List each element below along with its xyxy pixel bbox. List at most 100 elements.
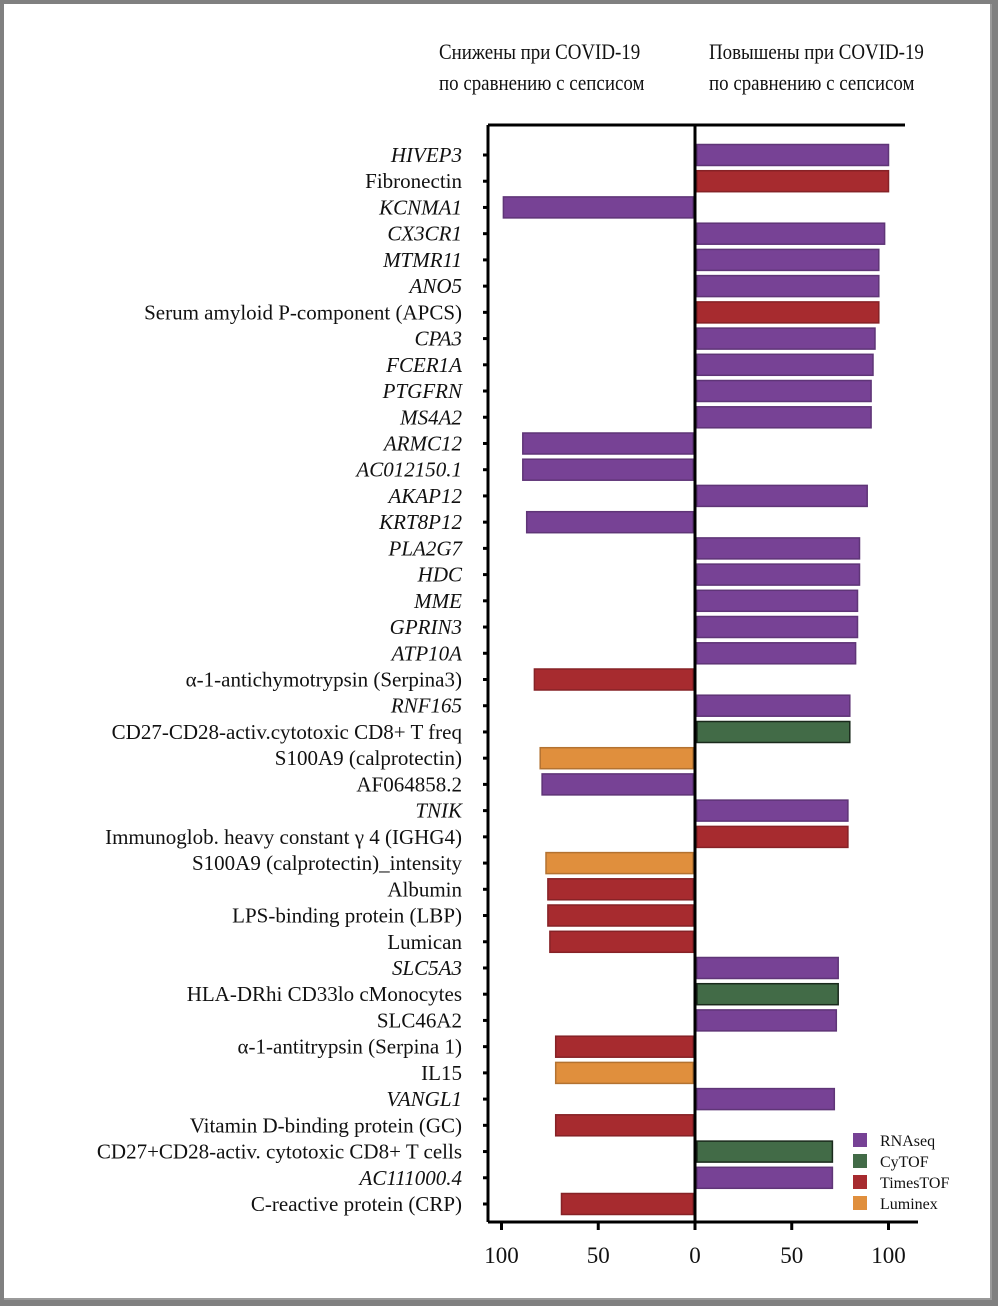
bar-timestof (554, 1035, 694, 1058)
bar-timestof (547, 878, 694, 901)
bar-luminex (554, 1061, 694, 1085)
bar-rnaseq (696, 143, 890, 167)
category-label: ATP10A (390, 641, 463, 665)
bars-group (502, 143, 890, 1216)
category-label: TNIK (415, 799, 463, 823)
bar-timestof (549, 930, 694, 954)
category-label: α-1-antitrypsin (Serpina 1) (238, 1035, 462, 1059)
bar-rnaseq (696, 484, 868, 508)
bar-timestof (696, 825, 849, 849)
category-labels-group: HIVEP3FibronectinKCNMA1CX3CR1MTMR11ANO5S… (97, 143, 464, 1216)
bar-timestof (554, 1114, 694, 1137)
header-decreased-line1: Снижены при COVID-19 (439, 39, 641, 64)
bar-timestof (560, 1192, 694, 1216)
header-increased-line1: Повышены при COVID-19 (709, 39, 924, 64)
bar-cytof (696, 1140, 834, 1163)
bar-rnaseq (696, 615, 859, 639)
category-label: MS4A2 (399, 405, 462, 429)
bar-luminex (539, 746, 694, 770)
legend-swatch-rnaseq (853, 1133, 867, 1147)
category-label: AC012150.1 (354, 458, 462, 482)
category-label: AKAP12 (387, 484, 463, 508)
bar-rnaseq (696, 563, 861, 586)
category-label: CPA3 (415, 327, 462, 351)
bar-timestof (533, 668, 694, 691)
category-label: Serum amyloid P-component (APCS) (144, 300, 462, 324)
category-label: MTMR11 (382, 248, 462, 272)
category-label: FCER1A (385, 353, 462, 377)
bar-rnaseq (696, 1166, 834, 1190)
bar-luminex (545, 851, 694, 875)
x-tick-label: 100 (871, 1243, 906, 1268)
legend-label-rnaseq: RNAseq (880, 1133, 935, 1150)
bar-cytof (696, 982, 839, 1006)
legend-swatch-cytof (853, 1154, 867, 1168)
category-label: ANO5 (408, 274, 463, 298)
bar-rnaseq (502, 196, 694, 219)
x-tick-label: 100 (484, 1243, 519, 1268)
category-label: CD27+CD28-activ. cytotoxic CD8+ T cells (97, 1140, 462, 1164)
bar-rnaseq (696, 1009, 838, 1032)
category-label: SLC46A2 (377, 1008, 462, 1032)
category-label: PLA2G7 (388, 536, 464, 560)
legend-label-luminex: Luminex (880, 1196, 938, 1213)
bar-rnaseq (696, 537, 861, 560)
category-label: GPRIN3 (390, 615, 462, 639)
bar-rnaseq (696, 406, 872, 429)
bar-rnaseq (541, 773, 694, 796)
category-label: IL15 (421, 1061, 462, 1085)
category-label: AF064858.2 (356, 772, 462, 796)
bar-rnaseq (696, 1087, 836, 1111)
category-label: LPS-binding protein (LBP) (232, 904, 462, 928)
x-tick-label: 50 (780, 1243, 803, 1268)
bar-timestof (696, 301, 880, 324)
bar-rnaseq (696, 799, 849, 822)
bar-rnaseq (696, 327, 876, 350)
bar-rnaseq (696, 274, 880, 298)
bar-rnaseq (696, 956, 839, 980)
bar-timestof (547, 904, 694, 927)
category-label: Albumin (387, 877, 462, 901)
category-label: HDC (417, 563, 463, 587)
bar-rnaseq (696, 589, 859, 613)
category-label: S100A9 (calprotectin)_intensity (192, 851, 463, 875)
legend: RNAseq CyTOF TimesTOF Luminex (853, 1133, 949, 1213)
category-label: S100A9 (calprotectin) (275, 746, 462, 770)
bar-rnaseq (696, 642, 857, 665)
header-decreased-line2: по сравнению с сепсисом (439, 70, 645, 95)
category-label: VANGL1 (387, 1087, 462, 1111)
axes-group: 100 50 0 50 100 (483, 123, 918, 1268)
category-label: Lumican (387, 930, 462, 954)
bar-rnaseq (696, 248, 880, 272)
category-label: RNF165 (390, 694, 462, 718)
legend-swatch-timestof (853, 1175, 867, 1189)
category-label: C-reactive protein (CRP) (251, 1192, 462, 1216)
category-label: CX3CR1 (387, 222, 462, 246)
category-label: PTGFRN (382, 379, 463, 403)
category-label: KRT8P12 (378, 510, 462, 534)
category-label: ARMC12 (382, 432, 463, 456)
category-label: HIVEP3 (390, 143, 462, 167)
x-tick-label: 0 (689, 1243, 701, 1268)
bar-rnaseq (696, 222, 886, 245)
category-label: MME (413, 589, 462, 613)
bar-rnaseq (525, 510, 694, 534)
header-decreased: Снижены при COVID-19 по сравнению с сепс… (439, 36, 644, 98)
bar-cytof (696, 720, 851, 744)
category-label: AC111000.4 (358, 1166, 463, 1190)
bar-timestof (696, 169, 890, 193)
legend-label-cytof: CyTOF (880, 1154, 929, 1171)
category-label: KCNMA1 (378, 195, 462, 219)
legend-swatch-luminex (853, 1196, 867, 1210)
bar-rnaseq (696, 379, 872, 403)
header-increased: Повышены при COVID-19 по сравнению с сеп… (709, 36, 924, 98)
category-label: Fibronectin (365, 169, 462, 193)
category-label: Immunoglob. heavy constant γ 4 (IGHG4) (105, 825, 462, 849)
category-label: CD27-CD28-activ.cytotoxic CD8+ T freq (112, 720, 463, 744)
category-label: SLC5A3 (392, 956, 462, 980)
legend-label-timestof: TimesTOF (880, 1175, 949, 1192)
category-label: HLA-DRhi CD33lo cMonocytes (187, 982, 462, 1006)
category-label: Vitamin D-binding protein (GC) (190, 1113, 462, 1137)
x-tick-label: 50 (587, 1243, 610, 1268)
